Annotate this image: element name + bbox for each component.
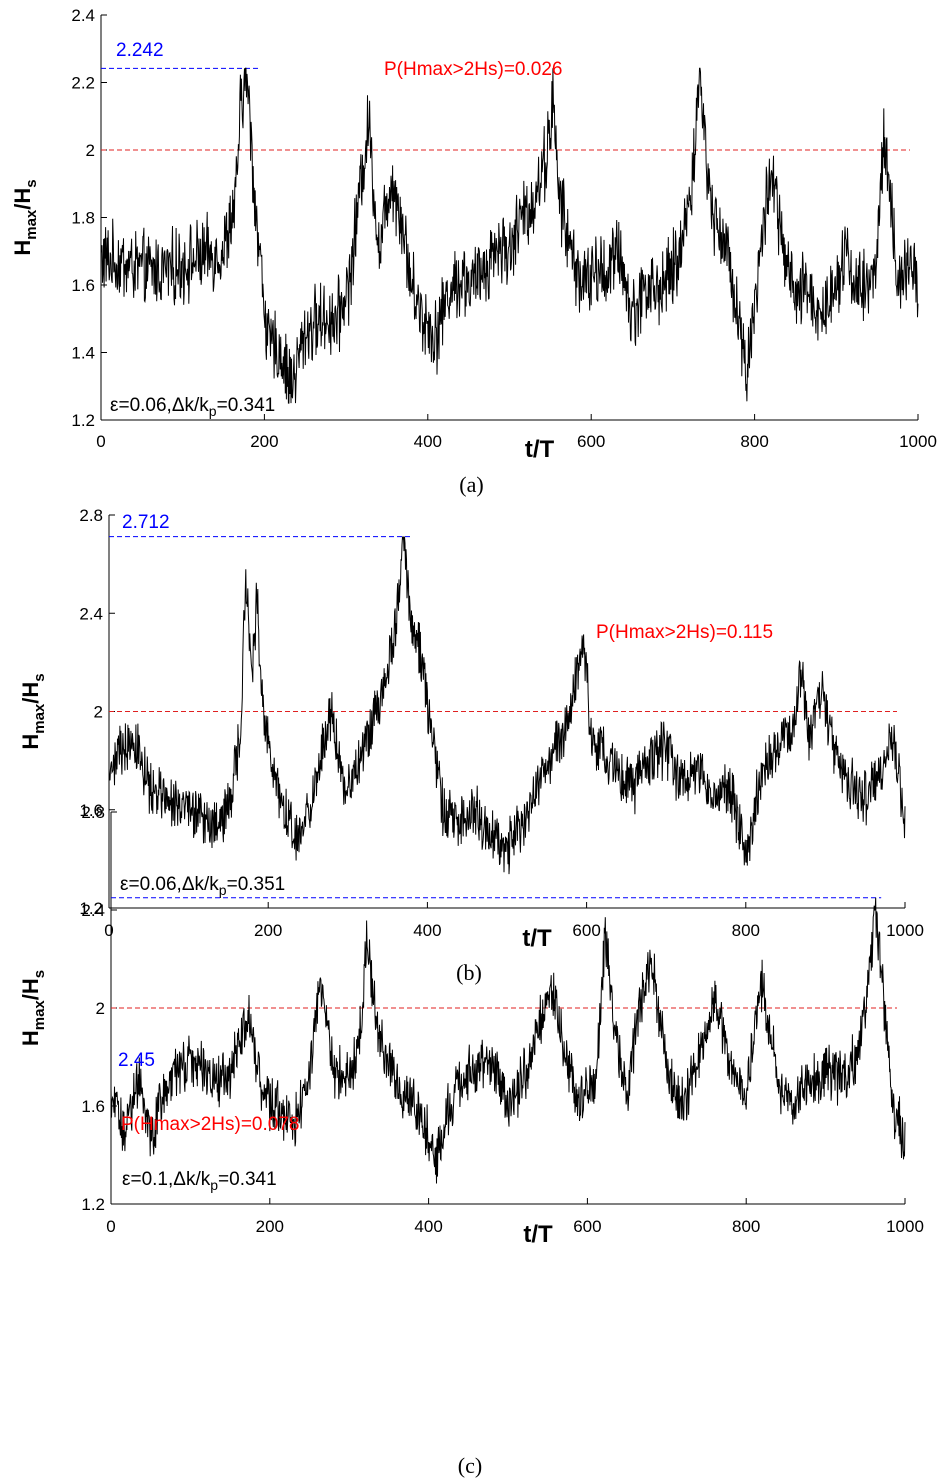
y-axis-label-part: s [23,179,40,187]
y-axis-label-part: H [10,240,35,256]
x-tick-label: 1000 [886,921,924,940]
y-tick-label: 1.2 [79,899,103,918]
y-tick-label: 2.4 [81,901,105,920]
x-tick-label: 0 [96,432,105,451]
y-tick-label: 2.2 [71,74,95,93]
parameter-label-sub: p [209,403,217,419]
panel-a: 1.2 1.4 1.6 1.8 2 2.2 2.4 0 200 400 600 800 1000 t/T H… [10,6,937,497]
parameter-label-tail: =0.341 [217,395,276,416]
max-value-label: 2.242 [116,40,164,61]
probability-label: P(Hmax>2Hs)=0.026 [384,59,562,80]
x-tick-label: 800 [740,432,768,451]
panel-c: 1.2 1.6 2 2.4 2.8 0 200 400 600 800 1000 t/T Hmax/Hs… [18,803,924,1478]
parameter-label-sub: p [219,882,227,898]
y-axis-label: Hmax/Hs [18,970,48,1046]
x-tick-label: 600 [577,432,605,451]
x-tick-label: 200 [254,921,282,940]
x-axis-label: t/T [523,1221,553,1248]
y-tick-label: 2.8 [81,803,105,822]
parameter-label-main: ε=0.1,Δk/k [122,1169,211,1190]
x-tick-label: 200 [256,1217,284,1236]
x-tick-label: 0 [106,1217,115,1236]
y-tick-label: 1.6 [81,1097,105,1116]
x-axis-label: t/T [525,436,555,463]
series-line [100,67,919,404]
y-axis-label-part: s [31,970,48,978]
x-tick-label: 800 [732,1217,760,1236]
y-tick-label: 1.4 [71,344,95,363]
y-axis-label: Hmax/Hs [18,673,48,749]
y-tick-label: 1.8 [71,209,95,228]
parameter-label: ε=0.1,Δk/kp=0.341 [122,1169,277,1193]
x-tick-label: 600 [573,1217,601,1236]
y-tick-label: 1.2 [81,1195,105,1214]
y-tick-label: 2 [94,703,103,722]
y-axis-label-part: max [31,703,48,734]
max-value-label: 2.45 [118,1050,155,1071]
parameter-label: ε=0.06,Δk/kp=0.341 [110,395,275,419]
parameter-label-sub: p [210,1177,218,1193]
y-tick-label: 2 [86,141,95,160]
probability-label: P(Hmax>2Hs)=0.078 [121,1114,299,1135]
y-axis-label-part: max [31,1000,48,1031]
y-tick-label: 1.6 [71,276,95,295]
panel-caption: (c) [458,1453,482,1478]
parameter-label-main: ε=0.06,Δk/k [120,874,219,895]
parameter-label: ε=0.06,Δk/kp=0.351 [120,874,285,898]
parameter-label-tail: =0.351 [227,874,286,895]
y-tick-label: 1.2 [71,411,95,430]
panel-caption: (b) [456,960,482,985]
y-tick-label: 1.6 [79,801,103,820]
y-axis-label-part: max [23,209,40,240]
panel-b: 1.21.622.42.80 200 400 600 800 1000t/THmax/Hs… [18,506,924,985]
x-tick-label: 1000 [886,1217,924,1236]
panel-caption: (a) [459,472,483,497]
y-tick-label: 2.4 [79,604,103,623]
y-tick-label: 2 [96,999,105,1018]
x-tick-label: 400 [414,1217,442,1236]
y-axis-label-part: /H [18,978,43,1000]
y-axis-label-part: H [18,1030,43,1046]
x-tick-label: 200 [250,432,278,451]
parameter-label-main: ε=0.06,Δk/k [110,395,209,416]
series-line [110,897,906,1184]
x-tick-label: 0 [104,921,113,940]
probability-label: P(Hmax>2Hs)=0.115 [596,622,773,643]
y-tick-label: 2.4 [71,6,95,25]
x-tick-label: 400 [413,921,441,940]
x-tick-label: 600 [572,921,600,940]
y-axis-label-part: s [31,673,48,681]
y-axis-label: Hmax/Hs [10,179,40,255]
max-value-label: 2.712 [122,512,170,533]
x-tick-label: 800 [732,921,760,940]
y-tick-label: 2.8 [79,506,103,525]
parameter-label-tail: =0.341 [218,1169,277,1190]
y-axis-label-part: H [18,734,43,750]
series-line [108,536,906,875]
y-axis-label-part: /H [10,188,35,210]
x-tick-label: 1000 [899,432,937,451]
x-tick-label: 400 [414,432,442,451]
x-axis-label: t/T [522,925,552,952]
y-axis-label-part: /H [18,682,43,704]
